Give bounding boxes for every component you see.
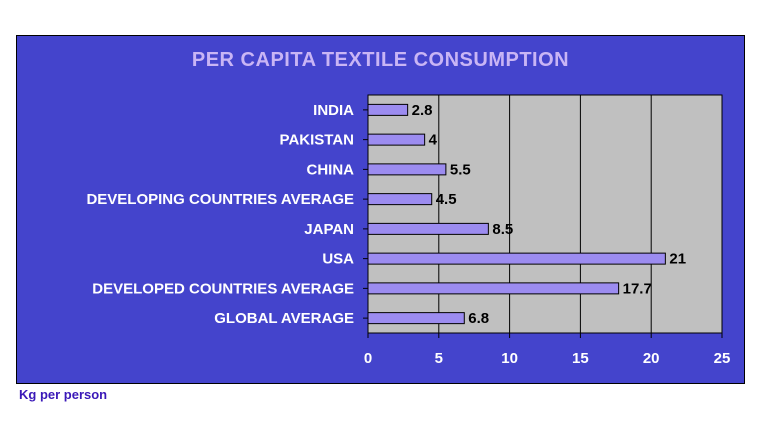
data-label: 4 bbox=[429, 132, 438, 149]
x-tick-label: 5 bbox=[435, 350, 443, 367]
chart-panel: PER CAPITA TEXTILE CONSUMPTION 0 5 10 15 20 2… bbox=[16, 35, 745, 384]
data-label: 4.5 bbox=[436, 191, 457, 208]
category-label: DEVELOPING COUNTRIES AVERAGE bbox=[86, 191, 354, 208]
category-label: GLOBAL AVERAGE bbox=[214, 310, 354, 327]
category-label: JAPAN bbox=[304, 221, 354, 238]
data-label: 2.8 bbox=[412, 102, 433, 119]
x-tick-label: 20 bbox=[643, 350, 660, 367]
data-label: 8.5 bbox=[492, 221, 513, 238]
chart-title: PER CAPITA TEXTILE CONSUMPTION bbox=[191, 49, 570, 71]
chart-svg: 0 5 10 15 20 25 INDIA 2.8 PAKISTAN 4 CHINA 5.5 DEVEL… bbox=[86, 94, 731, 367]
category-label: INDIA bbox=[313, 102, 354, 119]
category-label: DEVELOPED COUNTRIES AVERAGE bbox=[92, 280, 354, 297]
data-label: 21 bbox=[669, 251, 686, 268]
x-tick-label: 0 bbox=[364, 350, 372, 367]
category-label: CHINA bbox=[307, 161, 355, 178]
bar bbox=[367, 133, 426, 146]
category-label: PAKISTAN bbox=[280, 132, 354, 149]
bar bbox=[367, 312, 465, 325]
bar bbox=[367, 222, 489, 235]
data-label: 17.7 bbox=[623, 280, 652, 297]
bar bbox=[367, 252, 666, 265]
x-tick-label: 15 bbox=[572, 350, 589, 367]
data-label: 6.8 bbox=[468, 310, 489, 327]
bar bbox=[367, 103, 409, 116]
bar bbox=[367, 193, 433, 206]
bar bbox=[367, 282, 620, 295]
x-tick-label: 10 bbox=[501, 350, 518, 367]
category-label: USA bbox=[322, 251, 354, 268]
data-label: 5.5 bbox=[450, 161, 471, 178]
bar bbox=[367, 163, 447, 176]
chart-footnote: Kg per person bbox=[19, 387, 108, 402]
plot-area bbox=[367, 94, 723, 334]
x-tick-label: 25 bbox=[714, 350, 731, 367]
